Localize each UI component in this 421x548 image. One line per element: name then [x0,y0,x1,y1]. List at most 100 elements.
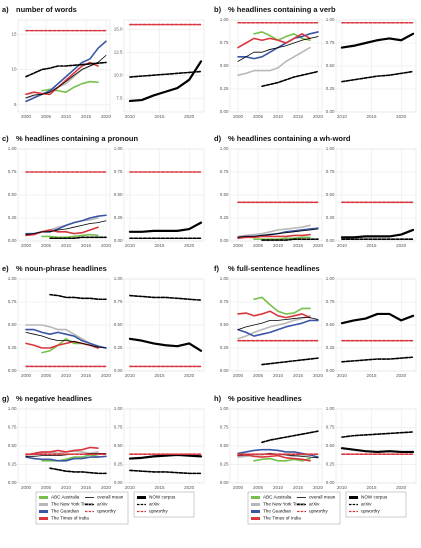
x-tick-label: 2015 [81,485,92,490]
series-line [341,431,414,438]
y-tick-label: 0.25 [114,215,123,220]
legend-label: upworthy [309,509,328,514]
panel-title: % full-sentence headlines [228,264,320,273]
legend-label: upworthy [149,509,168,514]
x-tick-label: 2010 [61,373,72,378]
series-line [253,457,311,462]
legend-label: overall mean [97,495,124,500]
panel-label: e) [2,264,9,273]
y-tick-label: 0.50 [326,192,335,197]
x-tick-label: 2000 [233,373,244,378]
panel-label: f) [214,264,219,273]
series-line [261,430,319,444]
panel-title: % headlines containing a wh-word [228,134,351,143]
y-tick-label: 0.25 [220,215,229,220]
x-tick-label: 2020 [313,373,324,378]
x-tick-label: 2005 [253,114,264,119]
y-tick-label: 1.00 [8,146,17,151]
series-line [25,324,99,349]
series-line [237,224,311,238]
y-tick-label: 15.0 [114,26,123,31]
x-tick-label: 2015 [367,243,378,248]
panel-label: h) [214,394,222,403]
y-tick-label: 0.50 [8,443,17,448]
y-tick-label: 0.75 [8,169,17,174]
y-tick-label: 1.00 [326,406,335,411]
x-tick-label: 2015 [367,373,378,378]
x-tick-label: 2020 [184,485,195,490]
x-tick-label: 2015 [367,485,378,490]
y-tick-label: 1.00 [114,276,123,281]
y-tick-label: 0.00 [114,368,123,373]
y-tick-label: 0.75 [326,169,335,174]
x-tick-label: 2010 [125,373,136,378]
series-line [25,61,107,78]
y-tick-label: 0.75 [114,425,123,430]
y-tick-label: 0.50 [114,192,123,197]
y-tick-label: 0.00 [8,480,17,485]
x-tick-label: 2020 [396,373,407,378]
x-tick-label: 2010 [61,114,72,119]
y-tick-label: 12.5 [114,49,123,54]
x-tick-label: 2010 [337,373,348,378]
y-tick-label: 0.25 [114,462,123,467]
y-tick-label: 1.00 [114,406,123,411]
series-line [341,70,414,83]
series-line [41,233,99,239]
y-tick-label: 0.50 [326,443,335,448]
x-tick-label: 2000 [233,485,244,490]
x-tick-label: 2020 [396,243,407,248]
legend-label: arXiv [149,502,160,507]
y-tick-label: 0.00 [326,109,335,114]
legend-label: upworthy [97,509,116,514]
legend-label: ABC Australia [263,495,292,500]
y-tick-label: 0.75 [114,169,123,174]
legend-label: The New York Times [263,502,306,507]
x-tick-label: 2015 [155,243,166,248]
x-tick-label: 2010 [337,114,348,119]
legend-label: ABC Australia [51,495,80,500]
x-tick-label: 2015 [155,114,166,119]
series-line [237,36,319,62]
y-tick-label: 0.75 [114,299,123,304]
y-tick-label: 0.25 [8,215,17,220]
series-line [25,54,107,99]
y-tick-label: 0.75 [220,425,229,430]
x-tick-label: 2015 [293,243,304,248]
y-tick-label: 1.00 [326,276,335,281]
legend-label: arXiv [361,502,372,507]
y-tick-label: 7.5 [116,95,123,100]
y-tick-label: 0.00 [114,480,123,485]
y-tick-label: 0.00 [220,368,229,373]
series-line [340,32,415,49]
x-tick-label: 2010 [125,243,136,248]
y-tick-label: 15 [11,31,17,36]
y-tick-label: 0.25 [326,462,335,467]
y-tick-label: 0.50 [326,63,335,68]
series-line [237,319,319,337]
x-tick-label: 2020 [313,243,324,248]
y-tick-label: 1.00 [220,406,229,411]
plot-area [123,19,205,113]
x-tick-label: 2010 [273,243,284,248]
y-tick-label: 5 [14,102,17,107]
panel-label: d) [214,134,222,143]
legend-label: upworthy [361,509,380,514]
y-tick-label: 0.25 [220,86,229,91]
series-line [341,356,414,363]
y-tick-label: 0.75 [326,299,335,304]
series-line [25,328,107,349]
y-tick-label: 0.25 [220,345,229,350]
series-line [237,233,311,240]
series-line [128,60,203,103]
x-tick-label: 2020 [184,114,195,119]
y-tick-label: 0.25 [8,462,17,467]
x-tick-label: 2005 [253,373,264,378]
y-tick-label: 0.50 [220,443,229,448]
series-line [128,337,203,352]
legend-label: arXiv [309,502,320,507]
legend-label: arXiv [97,502,108,507]
x-tick-label: 2020 [184,243,195,248]
legend-label: NOW corpus [149,495,176,500]
x-tick-label: 2005 [41,243,52,248]
